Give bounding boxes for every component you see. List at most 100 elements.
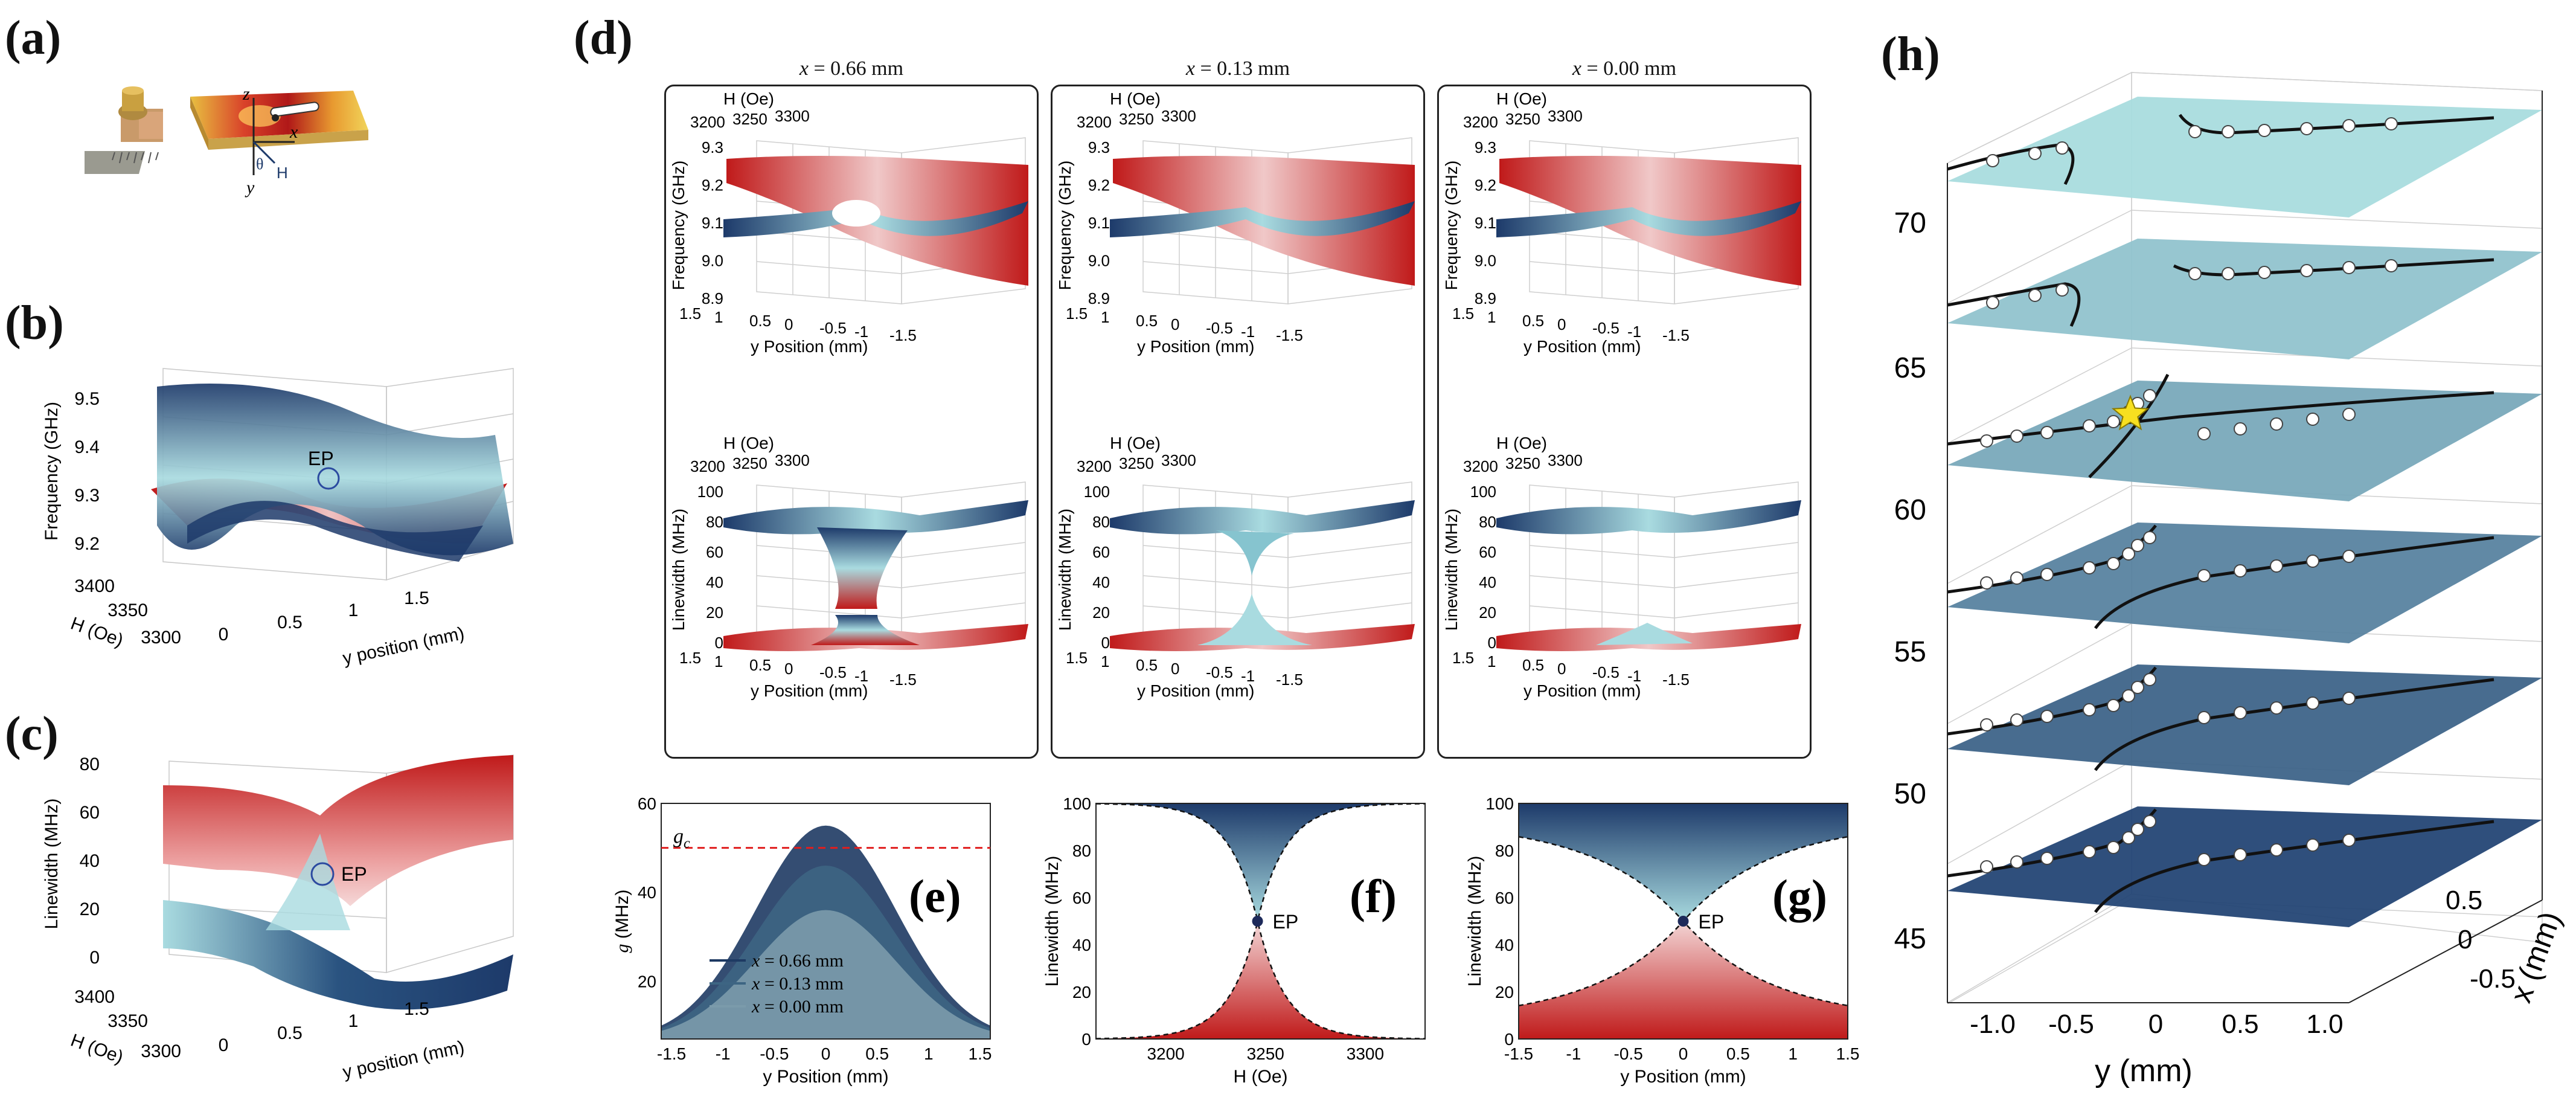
x-tick: 1.0 (2306, 1009, 2343, 1039)
y-tick: 0 (1557, 660, 1566, 678)
y-tick: 1 (1487, 308, 1496, 326)
data-point (2055, 283, 2069, 297)
x-tick: 0.5 (865, 1044, 889, 1063)
data-point (2306, 838, 2319, 852)
plot-frame (1095, 803, 1426, 1040)
x-tick: 3300 (1347, 1044, 1384, 1063)
y-tick: 40 (1495, 936, 1514, 954)
upper-branch (1519, 803, 1848, 921)
z-tick: 9.1 (702, 214, 723, 232)
data-point (2342, 692, 2356, 705)
fit-curve (1947, 524, 2157, 594)
data-point (2342, 408, 2356, 421)
panel-b-figure: EP Frequency (GHz) 9.5 9.4 9.3 9.2 3400 … (42, 368, 514, 669)
z-axis-label: x (mm) (2504, 907, 2568, 1007)
h-tick: 3300 (1548, 451, 1583, 469)
ztick-c: 0 (89, 948, 100, 968)
angle-label: θ (256, 155, 263, 173)
h-tick: 3250 (1119, 454, 1154, 472)
data-point (2083, 561, 2096, 574)
column-plots: H (Oe) 3200 3250 3300 Frequency (GHz) 9.3 9.2 9… (1442, 89, 1801, 700)
axis-y-label: y (245, 178, 255, 198)
z-tick: 9.3 (1475, 138, 1496, 156)
data-point (2040, 852, 2054, 865)
lw-surface-blue (1110, 500, 1415, 535)
data-point (2258, 124, 2271, 137)
y-tick: 0.5 (749, 656, 771, 674)
y-axis-label: y Position (mm) (1137, 681, 1254, 700)
y-tick: -1.5 (1276, 670, 1303, 689)
y-tick: 1.5 (679, 304, 701, 323)
y-tick: 40 (638, 883, 656, 902)
column-title: x = 0.00 mm (1572, 57, 1677, 80)
zlabel-b: Frequency (GHz) (42, 402, 62, 541)
z-axis-label: Linewidth (MHz) (1442, 509, 1461, 631)
y-tick: 100 (1063, 794, 1091, 813)
hlabel-c: H (Oe) (68, 1031, 126, 1068)
data-point (2258, 266, 2271, 279)
column-frame (664, 85, 1039, 759)
theta-layer (1947, 523, 2542, 643)
threshold-label: gc (673, 826, 690, 852)
zlabel-c: Linewidth (MHz) (42, 799, 62, 930)
x-tick: 1.5 (969, 1044, 992, 1063)
x-tick: -1.0 (1970, 1009, 2016, 1039)
y-tick: 1.5 (679, 649, 701, 667)
data-point (1980, 718, 1993, 732)
y-tick: 0.5 (1522, 312, 1544, 330)
ylabel-b: y position (mm) (341, 623, 466, 669)
data-point (1980, 576, 1993, 590)
panel-label-c: (c) (5, 707, 59, 761)
z-tick: 20 (706, 603, 723, 622)
y-tick: -1 (1627, 323, 1641, 341)
data-point (2234, 564, 2247, 577)
h-tick: 3300 (1548, 107, 1583, 125)
column-plots: H (Oe) 3200 3250 3300 Frequency (GHz) 9.3 9.2 9… (1056, 89, 1415, 700)
panel-c-figure: EP Linewidth (MHz) 80 60 40 20 0 3400 33… (42, 754, 514, 1082)
data-point (2028, 289, 2042, 302)
y-axis-label: y Position (mm) (1523, 681, 1641, 700)
z-tick: 9.2 (1088, 176, 1110, 195)
ep-marker-c (310, 862, 335, 886)
z-tick: 9.3 (702, 138, 723, 156)
panel-label-b: (b) (5, 297, 64, 350)
panel-a-figure: z x y θ H (85, 84, 368, 198)
h-tick: 3300 (1161, 451, 1196, 469)
z-tick: 0.5 (2446, 886, 2482, 915)
y-tick: 1.5 (1066, 304, 1088, 323)
y-tick: 80 (1495, 841, 1514, 860)
y-axis-label: g (MHz) (612, 890, 632, 953)
h-axis-label: H (Oe) (723, 434, 774, 452)
theta-tick: 65 (1894, 352, 1926, 384)
data-point (2107, 699, 2120, 712)
y-tick: 0 (784, 315, 793, 333)
data-point (2300, 264, 2313, 277)
data-point (2107, 415, 2120, 428)
data-point (2107, 557, 2120, 570)
h-axis-label: H (Oe) (1110, 89, 1161, 108)
h-tick: 3200 (1463, 113, 1498, 131)
data-point (2040, 568, 2054, 581)
freq-surface-blue (1110, 201, 1415, 237)
y-tick: 100 (1485, 794, 1514, 813)
y-axis-label: y Position (mm) (1523, 337, 1641, 356)
ztick-b: 9.4 (74, 437, 100, 457)
z-tick: 100 (697, 483, 723, 501)
panel-label-e: (e) (909, 870, 961, 922)
axis-edge (2348, 899, 2543, 1003)
y-axis-label: Linewidth (MHz) (1042, 856, 1062, 987)
data-point (2143, 531, 2156, 544)
panel-f-chart: EP 100 80 60 40 20 0 3200 3250 3300 H (Oe) Linewidt… (1042, 794, 1426, 1087)
data-point (2122, 831, 2135, 844)
y-tick: -1.5 (889, 326, 917, 344)
ep-label: EP (1273, 911, 1299, 933)
y-tick: -0.5 (1592, 319, 1620, 337)
y-tick: 1.5 (1452, 304, 1474, 323)
h-tick: 3250 (732, 110, 767, 128)
theta-tick: 45 (1894, 923, 1926, 955)
z-tick: 9.1 (1475, 214, 1496, 232)
theta-tick: 70 (1894, 207, 1926, 239)
z-tick: 60 (1092, 543, 1110, 561)
z-tick: 8.9 (1475, 289, 1496, 307)
ytick-b: 1.5 (404, 588, 429, 608)
